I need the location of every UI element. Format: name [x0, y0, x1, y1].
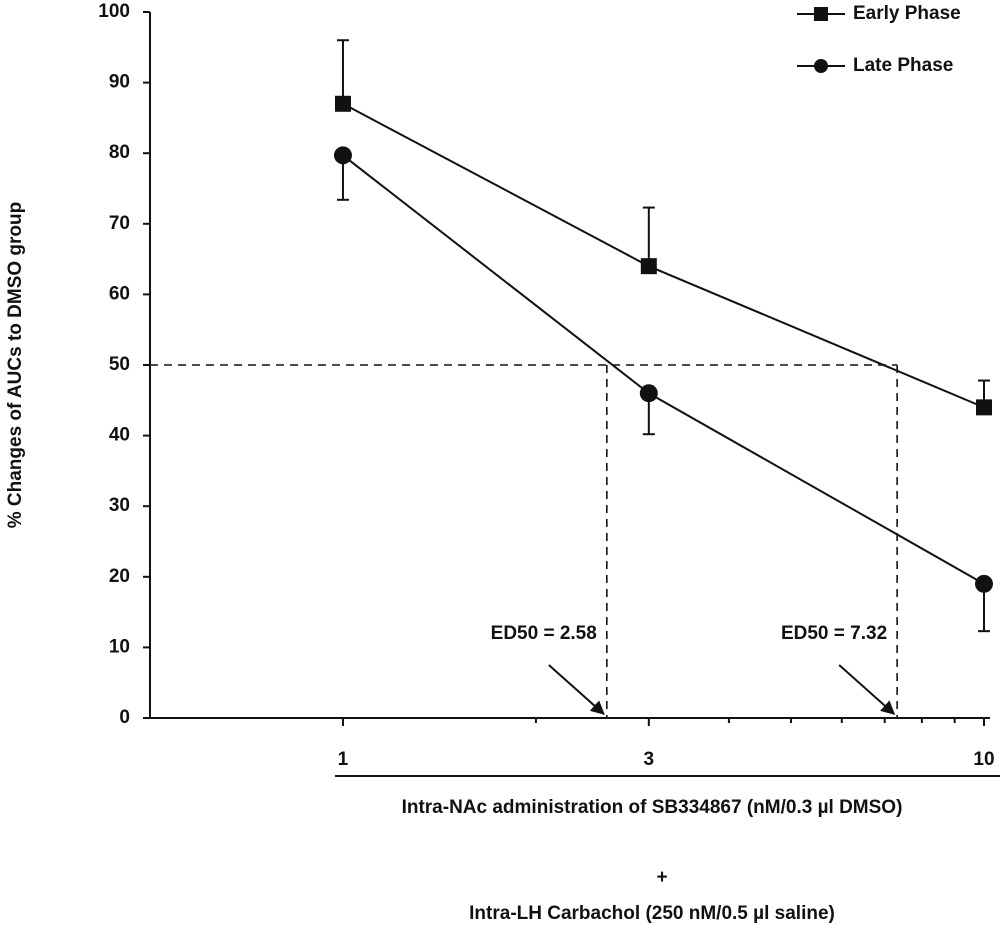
y-tick-label: 80	[109, 142, 130, 163]
x-axis-label: Intra-NAc administration of SB334867 (nM…	[402, 797, 903, 818]
y-tick-label: 100	[98, 1, 130, 22]
y-axis-label: % Changes of AUCs to DMSO group	[5, 202, 26, 529]
y-tick-label: 70	[109, 213, 130, 234]
annotation-arrow	[838, 664, 896, 715]
x-axis-label: Intra-LH Carbachol (250 nM/0.5 µl saline…	[469, 903, 835, 924]
annotation: ED50 = 2.58	[491, 623, 597, 644]
x-tick-label: 1	[338, 749, 349, 770]
y-tick-label: 10	[109, 636, 130, 657]
data-point	[333, 146, 352, 165]
annotation-arrow	[548, 664, 605, 715]
y-tick-label: 0	[119, 707, 130, 728]
data-point	[639, 384, 658, 403]
x-tick-label: 3	[644, 749, 655, 770]
series-line	[342, 154, 985, 585]
data-point	[640, 258, 657, 275]
legend-marker	[814, 59, 828, 73]
y-tick-label: 20	[109, 566, 130, 587]
legend-label: Late Phase	[853, 55, 953, 76]
y-tick-label: 50	[109, 354, 130, 375]
x-axis-label: +	[656, 867, 667, 888]
x-tick-label: 10	[973, 749, 994, 770]
y-tick-label: 60	[109, 283, 130, 304]
data-point	[334, 95, 351, 112]
y-tick-label: 40	[109, 425, 130, 446]
y-tick-label: 30	[109, 495, 130, 516]
legend-label: Early Phase	[853, 3, 961, 24]
series-line	[342, 102, 985, 409]
data-point	[976, 399, 992, 416]
annotation: ED50 = 7.32	[781, 623, 887, 644]
y-tick-label: 90	[109, 72, 130, 93]
data-point	[975, 574, 993, 593]
legend-marker	[814, 7, 828, 21]
